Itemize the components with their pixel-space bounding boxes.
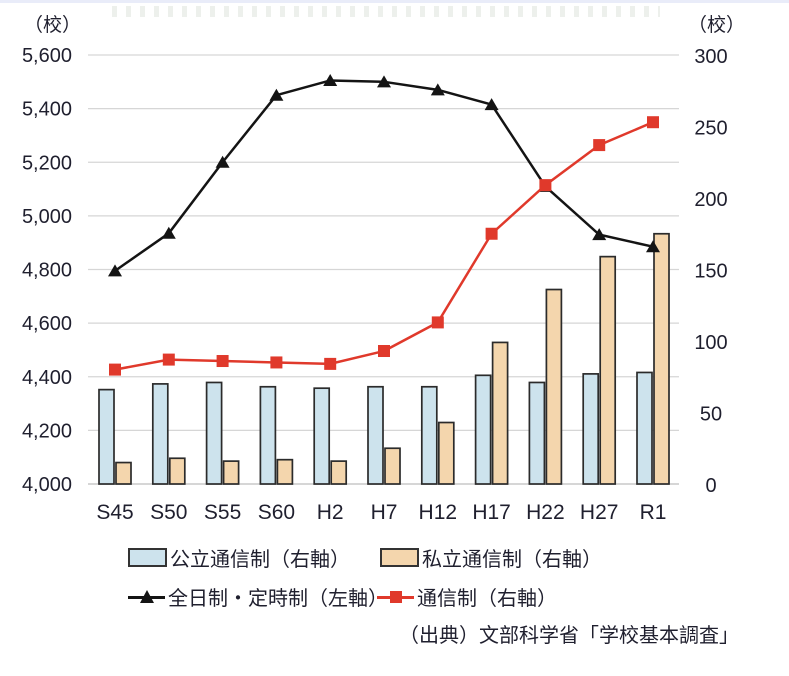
bar	[545, 288, 563, 485]
bar	[330, 460, 348, 485]
bar	[420, 385, 438, 485]
bar	[115, 461, 132, 485]
bar	[222, 460, 240, 485]
data-point-marker	[161, 226, 176, 239]
right-axis-tick-label: 100	[694, 332, 727, 354]
black-triangle-line-icon	[128, 589, 165, 605]
data-point-marker	[539, 179, 552, 192]
bar	[313, 387, 331, 485]
bar	[599, 255, 617, 485]
data-point-marker	[109, 363, 121, 376]
x-axis-category-label: R1	[640, 501, 667, 524]
public-correspondence-swatch-icon	[128, 548, 167, 567]
right-axis-tick-label: 250	[694, 118, 727, 140]
data-point-marker	[108, 264, 122, 277]
bar	[528, 381, 546, 485]
legend-label: 全日制・定時制（左軸）	[168, 588, 388, 610]
legend-item-fulltime-parttime: 全日制・定時制（左軸）	[128, 582, 388, 611]
data-point-marker	[592, 228, 607, 241]
data-point-marker	[485, 227, 498, 240]
x-axis-category-label: H2	[317, 501, 344, 524]
bar	[582, 373, 600, 485]
dashed-border-artifact	[112, 6, 660, 17]
left-axis-tick-label: 4,400	[22, 367, 72, 389]
data-point-marker	[378, 345, 390, 358]
right-axis-tick-label: 50	[700, 404, 722, 426]
data-line	[114, 121, 654, 371]
bar	[205, 381, 223, 485]
legend-item-correspondence: 通信制（右軸）	[377, 582, 557, 611]
left-axis-tick-label: 5,200	[22, 152, 72, 174]
data-point-marker	[270, 356, 283, 369]
x-axis-category-label: S60	[258, 501, 295, 524]
bar	[98, 388, 115, 485]
left-axis-tick-label: 4,200	[22, 420, 72, 442]
right-axis-tick-label: 0	[705, 475, 716, 497]
data-point-marker	[431, 316, 444, 329]
x-axis-category-label: S45	[96, 501, 133, 524]
legend-item-private-correspondence: 私立通信制（右軸）	[380, 543, 602, 572]
private-correspondence-swatch-icon	[380, 548, 419, 567]
left-axis-tick-label: 5,600	[22, 45, 72, 67]
left-axis-tick-label: 4,000	[22, 474, 72, 496]
x-axis-category-label: S55	[204, 501, 241, 524]
data-point-marker	[215, 155, 230, 168]
x-axis-category-label: H27	[580, 501, 619, 524]
bar	[384, 447, 401, 485]
left-axis-tick-label: 4,800	[22, 260, 72, 282]
data-point-marker	[269, 88, 284, 101]
legend-label: 私立通信制（右軸）	[422, 549, 602, 571]
red-square-line-icon	[377, 589, 414, 605]
bar	[636, 371, 653, 485]
bar	[653, 232, 670, 485]
right-axis-unit: （校）	[688, 15, 746, 36]
data-point-marker	[647, 116, 659, 129]
left-axis-tick-label: 5,000	[22, 206, 72, 228]
bar	[168, 457, 186, 485]
right-axis-tick-label: 200	[694, 189, 727, 211]
data-point-marker	[216, 355, 229, 368]
data-point-marker	[646, 240, 660, 253]
data-point-marker	[377, 75, 391, 88]
source-note: （出典）文部科学省「学校基本調査」	[399, 625, 739, 647]
bar	[259, 385, 277, 485]
data-point-marker	[162, 353, 175, 366]
legend-label: 通信制（右軸）	[417, 588, 557, 610]
bar	[151, 383, 169, 485]
legend-label: 公立通信制（右軸）	[170, 549, 350, 571]
bar	[437, 421, 455, 485]
x-axis-category-label: H7	[371, 501, 398, 524]
bar	[276, 458, 294, 485]
right-axis-tick-label: 300	[694, 46, 727, 68]
data-point-marker	[430, 83, 445, 96]
right-axis-tick-label: 150	[694, 261, 727, 283]
x-axis-category-label: H12	[419, 501, 458, 524]
x-axis-category-label: H22	[526, 501, 565, 524]
left-axis-tick-label: 5,400	[22, 99, 72, 121]
data-point-marker	[324, 357, 337, 370]
legend-item-public-correspondence: 公立通信制（右軸）	[128, 543, 350, 572]
x-axis-category-label: H17	[472, 501, 511, 524]
left-axis-unit: （校）	[24, 15, 82, 36]
bar	[367, 385, 384, 485]
data-point-marker	[323, 73, 338, 86]
left-axis-tick-label: 4,600	[22, 313, 72, 335]
data-point-marker	[593, 139, 606, 152]
x-axis-category-label: S50	[150, 501, 187, 524]
data-point-marker	[484, 98, 499, 111]
bar	[491, 341, 509, 485]
chart-canvas: 5,600 5,400 5,200 5,000 4,800 4,600 4,400 4,200…	[22, 45, 728, 524]
top-border-artifact	[0, 0, 789, 3]
bar	[474, 374, 492, 485]
